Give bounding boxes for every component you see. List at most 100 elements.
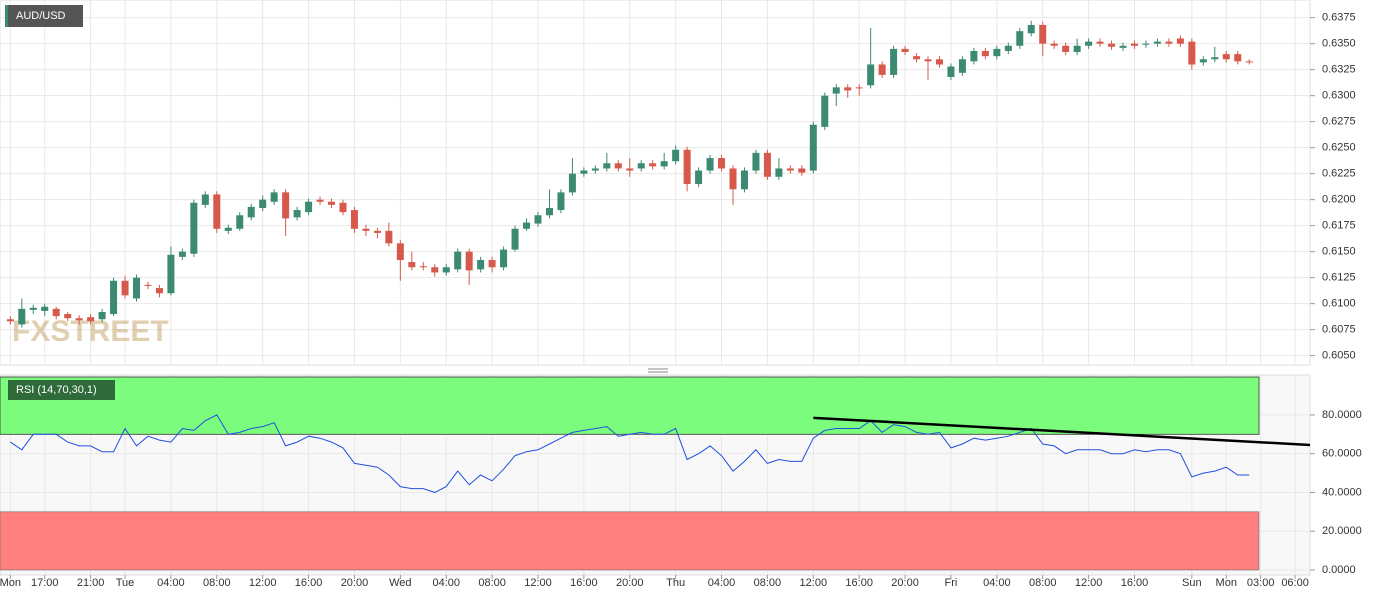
candle-body	[660, 161, 668, 167]
candle-body	[1039, 24, 1047, 44]
candle-body	[706, 158, 714, 171]
candle-body	[568, 173, 576, 193]
x-tick-label: 20:00	[616, 577, 644, 589]
candle-body	[924, 59, 932, 62]
candle-body	[752, 152, 760, 171]
candle-body	[247, 206, 255, 218]
candle-body	[328, 201, 336, 205]
candle-body	[121, 280, 129, 296]
y-tick-label: 0.6075	[1322, 324, 1356, 336]
x-tick-label: Sun	[1182, 577, 1202, 589]
candle-body	[1119, 45, 1127, 48]
candle-body	[1073, 45, 1081, 52]
candle-body	[832, 87, 840, 94]
candle-body	[580, 170, 588, 174]
candle-body	[798, 168, 806, 173]
candle-body	[1211, 57, 1219, 60]
x-tick-label: 16:00	[295, 577, 323, 589]
x-tick-label: 08:00	[203, 577, 231, 589]
candle-body	[213, 194, 221, 229]
candle-body	[1096, 41, 1104, 44]
y-tick-label: 0.6300	[1322, 90, 1356, 102]
candle-body	[431, 267, 439, 273]
candle-body	[637, 163, 645, 169]
candle-body	[155, 288, 163, 294]
candle-body	[259, 199, 267, 208]
candle-body	[890, 48, 898, 75]
y-tick-label: 80.0000	[1322, 409, 1362, 421]
candle-body	[373, 230, 381, 233]
symbol-accent	[5, 5, 8, 27]
x-tick-label: 06:00	[1281, 577, 1309, 589]
x-tick-label: 16:00	[1121, 577, 1149, 589]
y-tick-label: 0.6200	[1322, 194, 1356, 206]
price-panel	[0, 0, 1311, 366]
y-tick-label: 0.6250	[1322, 142, 1356, 154]
y-tick-label: 0.6275	[1322, 116, 1356, 128]
candle-body	[1130, 43, 1138, 46]
x-tick-label: 08:00	[478, 577, 506, 589]
candle-body	[1245, 61, 1253, 63]
x-tick-label: 20:00	[341, 577, 369, 589]
candle-body	[1062, 45, 1070, 52]
x-tick-label: Tue	[116, 577, 135, 589]
candle-body	[729, 168, 737, 190]
x-tick-label: 16:00	[845, 577, 873, 589]
trendline	[813, 416, 1311, 447]
candle-body	[305, 201, 313, 213]
oversold-band	[0, 511, 1260, 571]
x-tick-label: 08:00	[754, 577, 782, 589]
candle-body	[293, 210, 301, 218]
candle-body	[1050, 43, 1058, 46]
candle-body	[672, 149, 680, 162]
x-tick-label: Mon	[1216, 577, 1237, 589]
candle-body	[465, 251, 473, 271]
candle-body	[144, 284, 152, 286]
candle-body	[6, 319, 14, 322]
candle-body	[178, 251, 186, 257]
symbol-title: AUD/USD	[16, 10, 66, 22]
candle-body	[316, 199, 324, 202]
candle-body	[1176, 38, 1184, 44]
candle-body	[385, 230, 393, 244]
x-tick-label: Wed	[389, 577, 411, 589]
candle-body	[1234, 54, 1242, 62]
x-tick-label: 12:00	[800, 577, 828, 589]
candle-body	[603, 163, 611, 169]
x-tick-label: 12:00	[249, 577, 277, 589]
candle-body	[282, 192, 290, 219]
candle-body	[775, 168, 783, 177]
x-tick-label: 17:00	[31, 577, 59, 589]
candle-body	[958, 59, 966, 73]
candle-body	[591, 168, 599, 171]
candle-body	[339, 202, 347, 213]
candle-body	[270, 192, 278, 202]
candle-body	[523, 222, 531, 229]
y-tick-label: 0.0000	[1322, 564, 1356, 576]
candle-body	[1016, 31, 1024, 46]
candle-body	[52, 308, 60, 317]
candle-body	[477, 259, 485, 270]
candle-body	[683, 149, 691, 185]
candle-body	[993, 48, 1001, 57]
candle-body	[970, 50, 978, 62]
rsi-line	[10, 414, 1250, 493]
candle-body	[408, 262, 416, 268]
x-tick-label: 08:00	[1029, 577, 1057, 589]
plot-layer: 0.6375 0.6350 0.6325 0.6300 0.6275 0.6250 0.62…	[0, 0, 1362, 589]
candle-body	[133, 277, 141, 299]
candle-body	[1108, 43, 1116, 47]
y-tick-label: 0.6100	[1322, 298, 1356, 310]
candle-body	[534, 215, 542, 224]
x-tick-label: 03:00	[1247, 577, 1275, 589]
candle-body	[740, 170, 748, 190]
y-tick-label: 0.6350	[1322, 38, 1356, 50]
y-tick-label: 0.6375	[1322, 12, 1356, 24]
candle-body	[867, 64, 875, 86]
candle-body	[419, 266, 427, 268]
candle-body	[442, 267, 450, 273]
candle-body	[786, 168, 794, 171]
candle-body	[1142, 43, 1150, 45]
candle-body	[614, 163, 622, 169]
